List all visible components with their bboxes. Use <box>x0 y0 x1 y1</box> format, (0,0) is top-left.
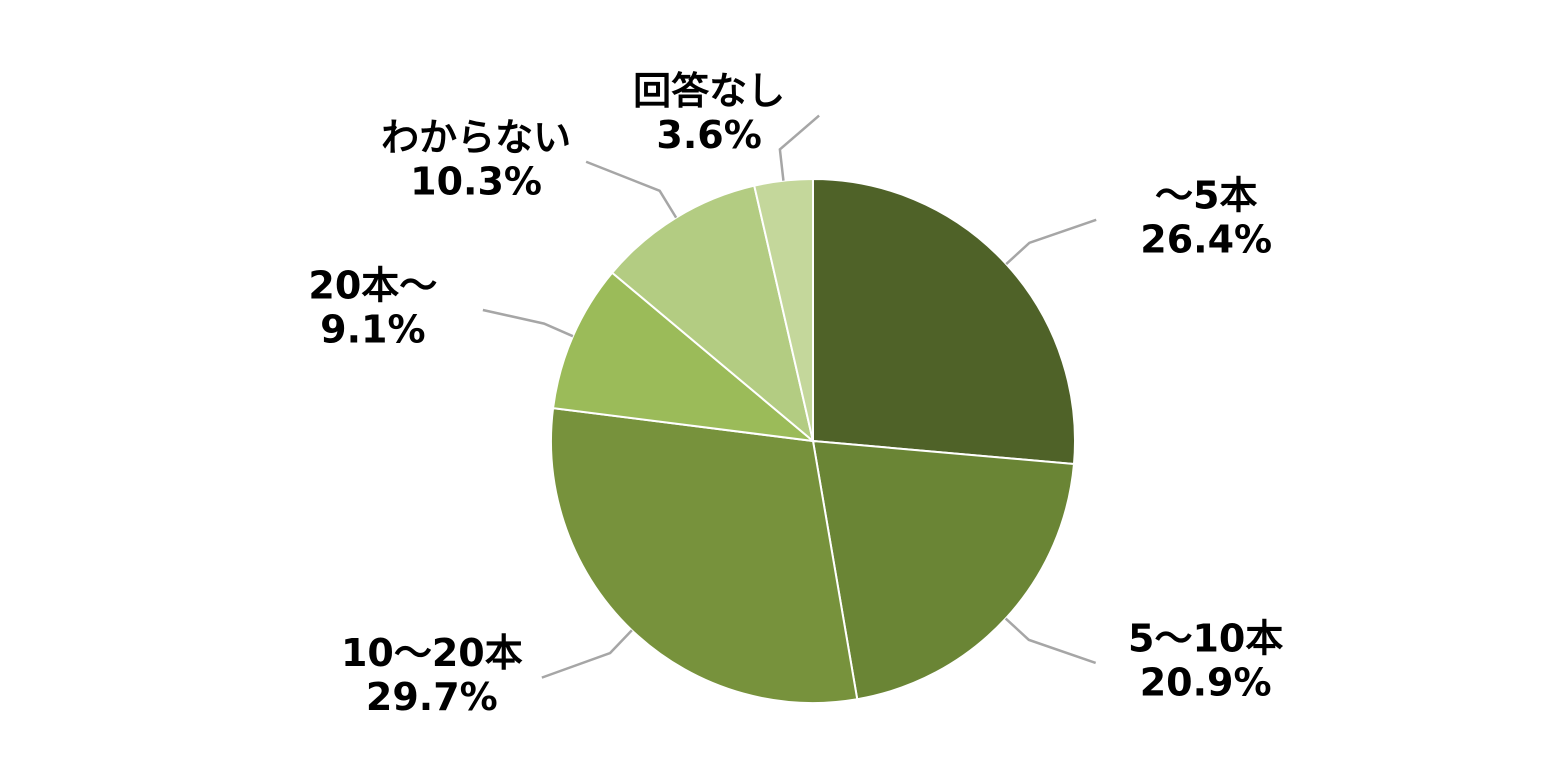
pie-slice <box>753 177 814 442</box>
slice-label: 20本～ <box>308 263 437 307</box>
value-label: 9.1% <box>320 307 425 351</box>
pie-slice <box>811 439 1076 701</box>
slice-label: 10～20本 <box>341 631 523 675</box>
slice-label: ～5本 <box>1155 173 1257 217</box>
slice-label: 回答なし <box>633 69 785 113</box>
leader-line <box>1004 617 1097 665</box>
leader-line <box>778 114 820 181</box>
leader-line <box>1005 218 1097 265</box>
leader-line <box>541 629 633 679</box>
pie-slice <box>812 177 1076 466</box>
pie-slice <box>610 184 815 444</box>
pie-slice <box>551 271 817 443</box>
value-label: 26.4% <box>1140 217 1272 261</box>
value-label: 29.7% <box>366 675 498 719</box>
value-label: 10.3% <box>410 159 542 203</box>
leader-line <box>482 308 574 338</box>
value-label: 3.6% <box>656 113 761 157</box>
slice-label: わからない <box>381 115 571 159</box>
slice-label: 5～10本 <box>1128 616 1283 660</box>
leader-line <box>585 160 678 219</box>
pie-slice <box>550 407 859 704</box>
value-label: 20.9% <box>1140 660 1272 704</box>
